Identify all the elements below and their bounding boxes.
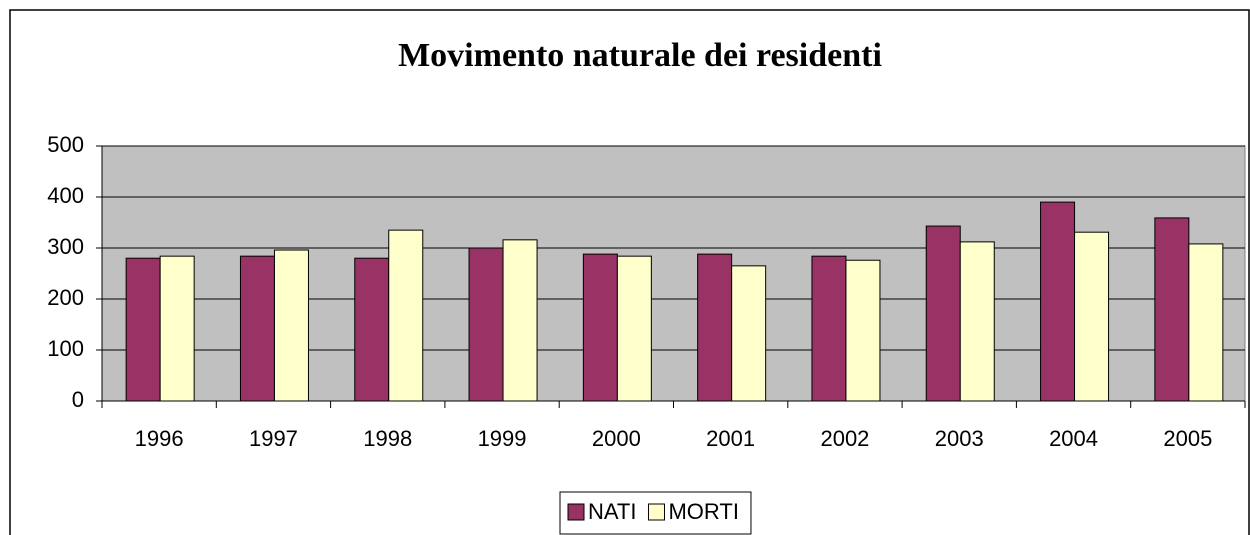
bar xyxy=(811,255,847,402)
bar xyxy=(1188,243,1224,402)
bar xyxy=(697,253,733,402)
x-tick-label: 2005 xyxy=(1163,426,1212,451)
bar xyxy=(502,239,538,402)
x-tick-label: 1996 xyxy=(135,426,184,451)
x-tick-label: 1997 xyxy=(249,426,298,451)
bar xyxy=(1074,231,1110,402)
x-tick-label: 2003 xyxy=(935,426,984,451)
x-tick-label: 1998 xyxy=(363,426,412,451)
bar xyxy=(845,259,881,402)
legend-swatch xyxy=(647,503,665,521)
bar xyxy=(239,255,275,402)
bar xyxy=(616,255,652,402)
y-tick-label: 300 xyxy=(47,234,84,259)
bar xyxy=(354,257,390,402)
y-tick-label: 100 xyxy=(47,336,84,361)
x-tick-label: 2001 xyxy=(706,426,755,451)
y-tick-label: 0 xyxy=(72,387,84,412)
y-tick-label: 200 xyxy=(47,285,84,310)
bar xyxy=(1154,217,1190,402)
chart-frame xyxy=(9,9,1250,535)
bar xyxy=(925,225,961,402)
bar xyxy=(125,257,161,402)
bar xyxy=(959,241,995,402)
legend-label: NATI xyxy=(588,499,636,524)
x-tick-label: 1999 xyxy=(478,426,527,451)
bar xyxy=(273,249,309,402)
chart-title: Movimento naturale dei residenti xyxy=(398,37,882,74)
bar xyxy=(388,229,424,402)
bar xyxy=(1040,201,1076,402)
x-tick-label: 2002 xyxy=(820,426,869,451)
y-tick-label: 500 xyxy=(47,132,84,157)
bar xyxy=(731,265,767,402)
legend-swatch xyxy=(567,503,585,521)
bar xyxy=(468,247,504,402)
bar xyxy=(582,253,618,402)
legend: NATI MORTI xyxy=(559,491,752,535)
x-tick-label: 2000 xyxy=(592,426,641,451)
y-tick-label: 400 xyxy=(47,183,84,208)
x-tick-label: 2004 xyxy=(1049,426,1098,451)
bar xyxy=(159,255,195,402)
legend-label: MORTI xyxy=(668,499,738,524)
